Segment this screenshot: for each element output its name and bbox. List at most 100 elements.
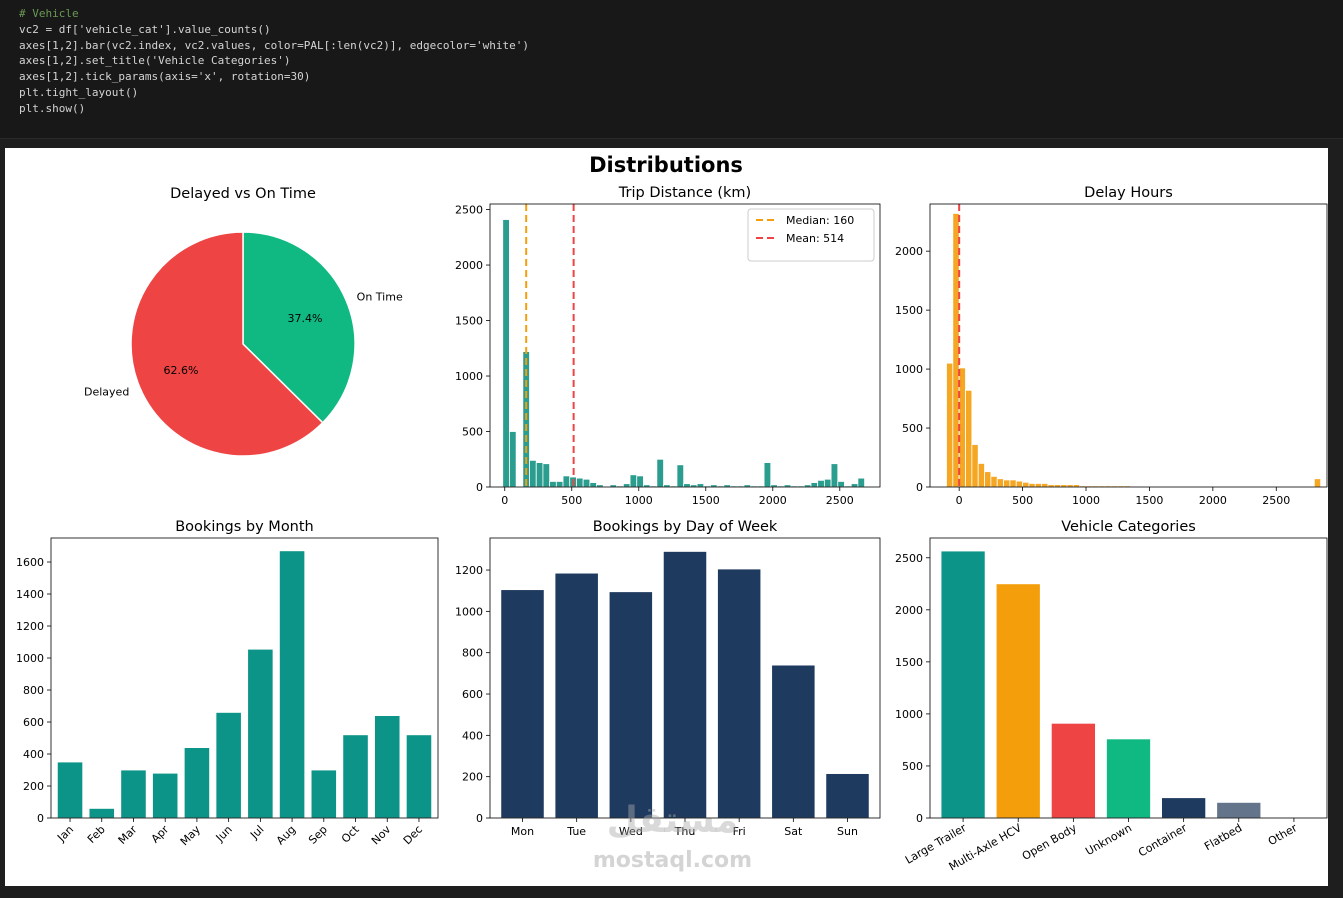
- hist-bar: [1041, 483, 1049, 488]
- y-tick-label: 1000: [455, 605, 483, 618]
- bar: [88, 808, 115, 819]
- y-tick-label: 800: [23, 684, 44, 697]
- y-tick-label: 2000: [895, 604, 923, 617]
- hist-bar: [549, 481, 557, 488]
- hist-bar: [542, 463, 551, 488]
- y-tick-label: 0: [37, 812, 44, 825]
- hist-bar: [529, 459, 537, 488]
- x-tick-label: 1000: [625, 494, 653, 507]
- hist-bar: [990, 475, 998, 488]
- y-tick-label: 800: [462, 647, 483, 660]
- pie-slice: [242, 231, 356, 424]
- axes-frame: [489, 203, 881, 488]
- hist-bar: [850, 483, 859, 488]
- y-tick-label: 1000: [895, 363, 923, 376]
- x-tick-label: May: [178, 823, 204, 849]
- y-tick-label: 1500: [895, 304, 923, 317]
- legend-box: [747, 208, 875, 262]
- hist-bar: [810, 482, 819, 488]
- bar: [152, 772, 179, 819]
- bar: [120, 769, 147, 819]
- y-tick-label: 500: [462, 426, 483, 439]
- chart-5: Vehicle Categories05001000150020002500La…: [895, 519, 1328, 873]
- bar: [771, 664, 816, 819]
- chart-title: Delayed vs On Time: [170, 186, 316, 202]
- bar: [1161, 797, 1207, 819]
- figure-suptitle: Distributions: [589, 153, 743, 177]
- code-line: axes[1,2].tick_params(axis='x', rotation…: [19, 70, 311, 84]
- x-tick-label: Fri: [733, 825, 746, 838]
- bottom-strip: [0, 886, 1343, 898]
- x-tick-label: 1500: [1135, 494, 1163, 507]
- figure-output: Distributions Delayed vs On Time 37.4% On …: [5, 148, 1328, 886]
- x-tick-label: 500: [1012, 494, 1033, 507]
- x-tick-label: Oct: [339, 822, 362, 845]
- hist-bar: [576, 477, 584, 488]
- bar: [342, 734, 369, 819]
- hist-bar: [977, 463, 985, 488]
- x-tick-label: Other: [1266, 821, 1300, 848]
- hist-bar: [622, 483, 631, 488]
- y-tick-label: 0: [916, 481, 923, 494]
- bar: [500, 589, 545, 819]
- x-tick-label: Mon: [511, 825, 534, 838]
- pie-pct-label: 37.4%: [288, 312, 323, 325]
- hist-bar: [683, 483, 691, 488]
- chart-2: Delay Hours 0 500 1000 1500 2000 0 500 1000 1500 2…: [895, 185, 1328, 507]
- bar: [608, 591, 653, 819]
- y-tick-label: 2500: [895, 552, 923, 565]
- bar: [183, 747, 211, 819]
- hist-bar: [763, 462, 772, 488]
- chart-3: Bookings by Month 0 200 400 600 800 1000 1200 14…: [16, 519, 439, 849]
- hist-bar: [1022, 481, 1030, 488]
- hist-bar: [946, 362, 954, 488]
- x-tick-label: Open Body: [1020, 821, 1079, 863]
- x-tick-label: Container: [1136, 821, 1189, 859]
- chart-title: Vehicle Categories: [1061, 519, 1196, 535]
- y-tick-label: 0: [476, 812, 483, 825]
- x-tick-label: Apr: [149, 823, 172, 846]
- pie-slice: [130, 231, 324, 457]
- x-tick-label: Jan: [54, 823, 76, 845]
- x-tick-label: Sep: [306, 823, 330, 847]
- hist-bar: [1009, 479, 1017, 488]
- y-tick-label: 1200: [455, 564, 483, 577]
- hist-bar: [817, 479, 825, 488]
- code-editor[interactable]: # Vehicle vc2 = df['vehicle_cat'].value_…: [0, 0, 1343, 117]
- y-tick-label: 2000: [895, 245, 923, 258]
- hist-bar: [502, 219, 510, 488]
- bar: [310, 769, 337, 819]
- chart-title: Delay Hours: [1084, 185, 1173, 201]
- code-line: plt.tight_layout(): [19, 85, 139, 99]
- y-tick-label: 0: [476, 481, 483, 494]
- code-line: plt.show(): [19, 101, 86, 115]
- pie-label: Delayed: [84, 386, 129, 399]
- x-tick-label: Tue: [566, 825, 586, 838]
- y-tick-label: 400: [462, 729, 483, 742]
- legend-label: Mean: 514: [786, 232, 844, 245]
- y-tick-label: 200: [23, 780, 44, 793]
- bar: [940, 550, 986, 819]
- y-tick-label: 500: [902, 760, 923, 773]
- x-tick-label: Sat: [784, 825, 803, 838]
- hist-bar: [965, 389, 973, 488]
- hist-bar: [971, 444, 979, 488]
- hist-bar: [629, 474, 638, 488]
- pie-label: On Time: [357, 290, 403, 303]
- hist-bar: [996, 478, 1004, 488]
- bar: [215, 712, 242, 819]
- x-tick-label: Flatbed: [1202, 821, 1244, 853]
- x-tick-label: 500: [561, 494, 582, 507]
- y-tick-label: 200: [462, 771, 483, 784]
- bar: [405, 734, 433, 819]
- hist-bar: [589, 482, 597, 488]
- hist-bar: [837, 481, 845, 488]
- code-cell[interactable]: # Vehicle vc2 = df['vehicle_cat'].value_…: [0, 0, 1343, 139]
- axes-frame: [50, 537, 439, 819]
- y-tick-label: 1400: [16, 588, 44, 601]
- hist-bar: [830, 463, 839, 488]
- x-tick-label: Feb: [85, 823, 108, 846]
- hist-bar: [857, 477, 865, 488]
- x-tick-label: 2500: [826, 494, 854, 507]
- y-tick-label: 600: [462, 688, 483, 701]
